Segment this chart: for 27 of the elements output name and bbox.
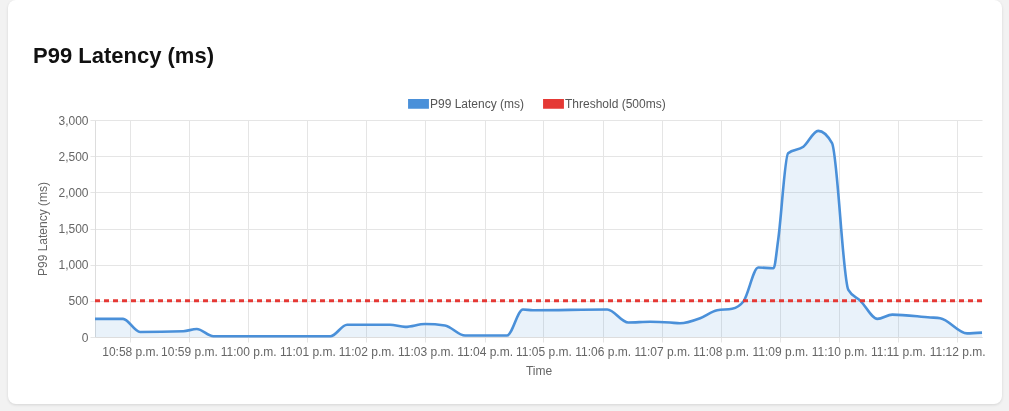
y-tick-label: 2,500	[58, 149, 89, 164]
y-tick-label: 0	[81, 330, 89, 345]
y-tick-label: 1,000	[58, 258, 89, 273]
x-tick-label: 11:01 p.m.	[279, 344, 336, 359]
y-tick-label: 3,000	[58, 113, 89, 128]
x-tick-label: 11:09 p.m.	[752, 344, 809, 359]
x-tick-label: 11:00 p.m.	[220, 344, 277, 359]
x-tick-label: 10:59 p.m.	[161, 344, 218, 359]
x-tick-label: 11:02 p.m.	[338, 344, 395, 359]
x-tick-label: 11:12 p.m.	[929, 344, 986, 359]
x-tick-label: 10:58 p.m.	[102, 344, 159, 359]
x-axis-title: Time	[525, 363, 553, 378]
x-tick-label: 11:11 p.m.	[871, 344, 926, 359]
y-tick-label: 2,000	[58, 185, 89, 200]
chart-title: P99 Latency (ms)	[33, 43, 214, 68]
y-tick-label: 1,500	[58, 222, 89, 236]
x-tick-label: 11:03 p.m.	[398, 344, 454, 359]
x-tick-label: 11:07 p.m.	[634, 344, 691, 359]
legend-label: Threshold (500ms)	[565, 96, 666, 111]
x-tick-label: 11:10 p.m.	[811, 344, 868, 359]
x-tick-label: 11:05 p.m.	[516, 344, 572, 359]
x-tick-label: 11:06 p.m.	[575, 344, 632, 359]
x-tick-label: 11:04 p.m.	[457, 344, 514, 359]
x-tick-label: 11:08 p.m.	[693, 344, 750, 359]
y-axis-title: P99 Latency (ms)	[36, 181, 51, 277]
y-tick-label: 500	[68, 294, 89, 309]
legend-label: P99 Latency (ms)	[430, 96, 525, 111]
